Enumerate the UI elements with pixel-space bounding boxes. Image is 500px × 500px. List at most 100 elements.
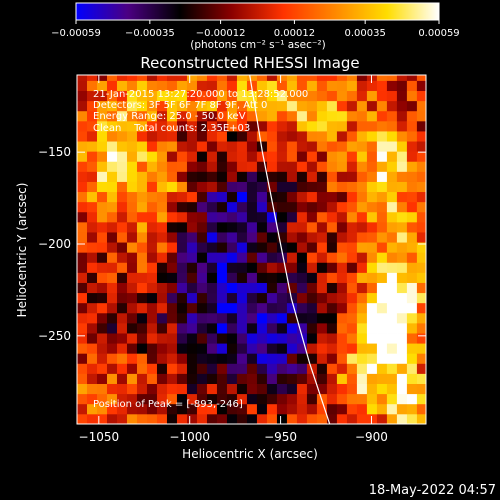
heatmap-cell [316, 252, 328, 263]
heatmap-cell [226, 141, 238, 152]
heatmap-cell [216, 373, 228, 384]
heatmap-cell [376, 343, 388, 354]
heatmap-cell [276, 90, 288, 102]
heatmap-cell [256, 363, 268, 374]
heatmap-cell [77, 312, 88, 324]
heatmap-cell [346, 343, 358, 354]
heatmap-cell [116, 403, 128, 415]
heatmap-cell [136, 181, 148, 193]
heatmap-cell [106, 171, 118, 182]
heatmap-cell [376, 242, 388, 253]
heatmap-cell [96, 100, 108, 112]
heatmap-cell [236, 252, 248, 263]
heatmap-cell [196, 120, 208, 132]
heatmap-cell [256, 211, 268, 223]
heatmap-cell [296, 120, 308, 132]
heatmap-cell [396, 343, 408, 354]
heatmap-cell [336, 110, 348, 122]
heatmap-cell [146, 242, 158, 253]
heatmap-cell [296, 211, 308, 223]
heatmap-cell [256, 141, 268, 152]
heatmap-cell [136, 393, 148, 405]
heatmap-cell [336, 100, 348, 112]
heatmap-cell [166, 383, 178, 395]
heatmap-cell [396, 282, 408, 294]
heatmap-cell [206, 282, 218, 294]
colorbar-tick-label: −0.00035 [125, 28, 175, 39]
heatmap-cell [226, 393, 238, 405]
heatmap-cell [396, 100, 408, 112]
heatmap-cell [326, 363, 338, 374]
heatmap-cell [316, 181, 328, 193]
heatmap-cell [416, 322, 426, 334]
heatmap-cell [416, 282, 426, 294]
heatmap-cell [296, 90, 308, 102]
heatmap-cell [416, 242, 426, 253]
heatmap-cell [216, 292, 228, 304]
heatmap-cell [156, 141, 168, 152]
heatmap-cell [286, 312, 298, 324]
heatmap-cell [366, 302, 378, 314]
heatmap-cell [356, 191, 368, 203]
heatmap-cell [286, 171, 298, 182]
heatmap-cell [266, 120, 278, 132]
heatmap-cell [206, 221, 218, 233]
heatmap-cell [246, 393, 258, 405]
heatmap-cell [216, 191, 228, 203]
heatmap-cell [186, 221, 198, 233]
heatmap-cell [136, 252, 148, 263]
heatmap-cell [276, 272, 288, 283]
heatmap-cell [136, 322, 148, 334]
heatmap-cell [126, 232, 138, 243]
heatmap-cell [126, 181, 138, 193]
heatmap-cell [296, 373, 308, 384]
heatmap-cell [136, 292, 148, 304]
heatmap-cell [366, 413, 378, 424]
heatmap-cell [286, 141, 298, 152]
heatmap-cell [376, 373, 388, 384]
heatmap-cell [116, 383, 128, 395]
heatmap-cell [316, 191, 328, 203]
heatmap-cell [416, 191, 426, 203]
heatmap-cell [77, 171, 88, 182]
heatmap-cell [326, 211, 338, 223]
annotation-peak-position: Position of Peak = [-893,-246] [93, 399, 243, 410]
heatmap-cell [266, 333, 278, 344]
heatmap-cell [386, 312, 398, 324]
heatmap-cell [126, 302, 138, 314]
heatmap-cell [236, 322, 248, 334]
heatmap-cell [306, 232, 318, 243]
heatmap-cell [156, 221, 168, 233]
heatmap-cell [326, 353, 338, 364]
heatmap-cell [316, 161, 328, 172]
y-axis: −150 −200 −250 [38, 145, 426, 343]
heatmap-cell [196, 242, 208, 253]
heatmap-cell [396, 110, 408, 122]
heatmap-cell [396, 90, 408, 102]
heatmap-cell [116, 131, 128, 142]
heatmap-cell [116, 373, 128, 384]
heatmap-cell [116, 141, 128, 152]
heatmap-cell [126, 282, 138, 294]
heatmap-cell [396, 120, 408, 132]
heatmap-cell [196, 80, 208, 92]
heatmap-cell [286, 272, 298, 283]
heatmap-cell [286, 343, 298, 354]
heatmap-cell [376, 161, 388, 172]
heatmap-cell [77, 110, 88, 122]
heatmap-cell [186, 201, 198, 213]
heatmap-cell [256, 343, 268, 354]
heatmap-cell [356, 353, 368, 364]
heatmap-cell [196, 252, 208, 263]
heatmap-cell [366, 363, 378, 374]
heatmap-cell [96, 353, 108, 364]
heatmap-cell [326, 141, 338, 152]
heatmap-cell [356, 131, 368, 142]
heatmap-cell [166, 403, 178, 415]
heatmap-cell [216, 282, 228, 294]
heatmap-cell [336, 232, 348, 243]
heatmap-cell [296, 252, 308, 263]
heatmap-cell [216, 151, 228, 162]
heatmap-cell [216, 141, 228, 152]
heatmap-cell [206, 171, 218, 182]
